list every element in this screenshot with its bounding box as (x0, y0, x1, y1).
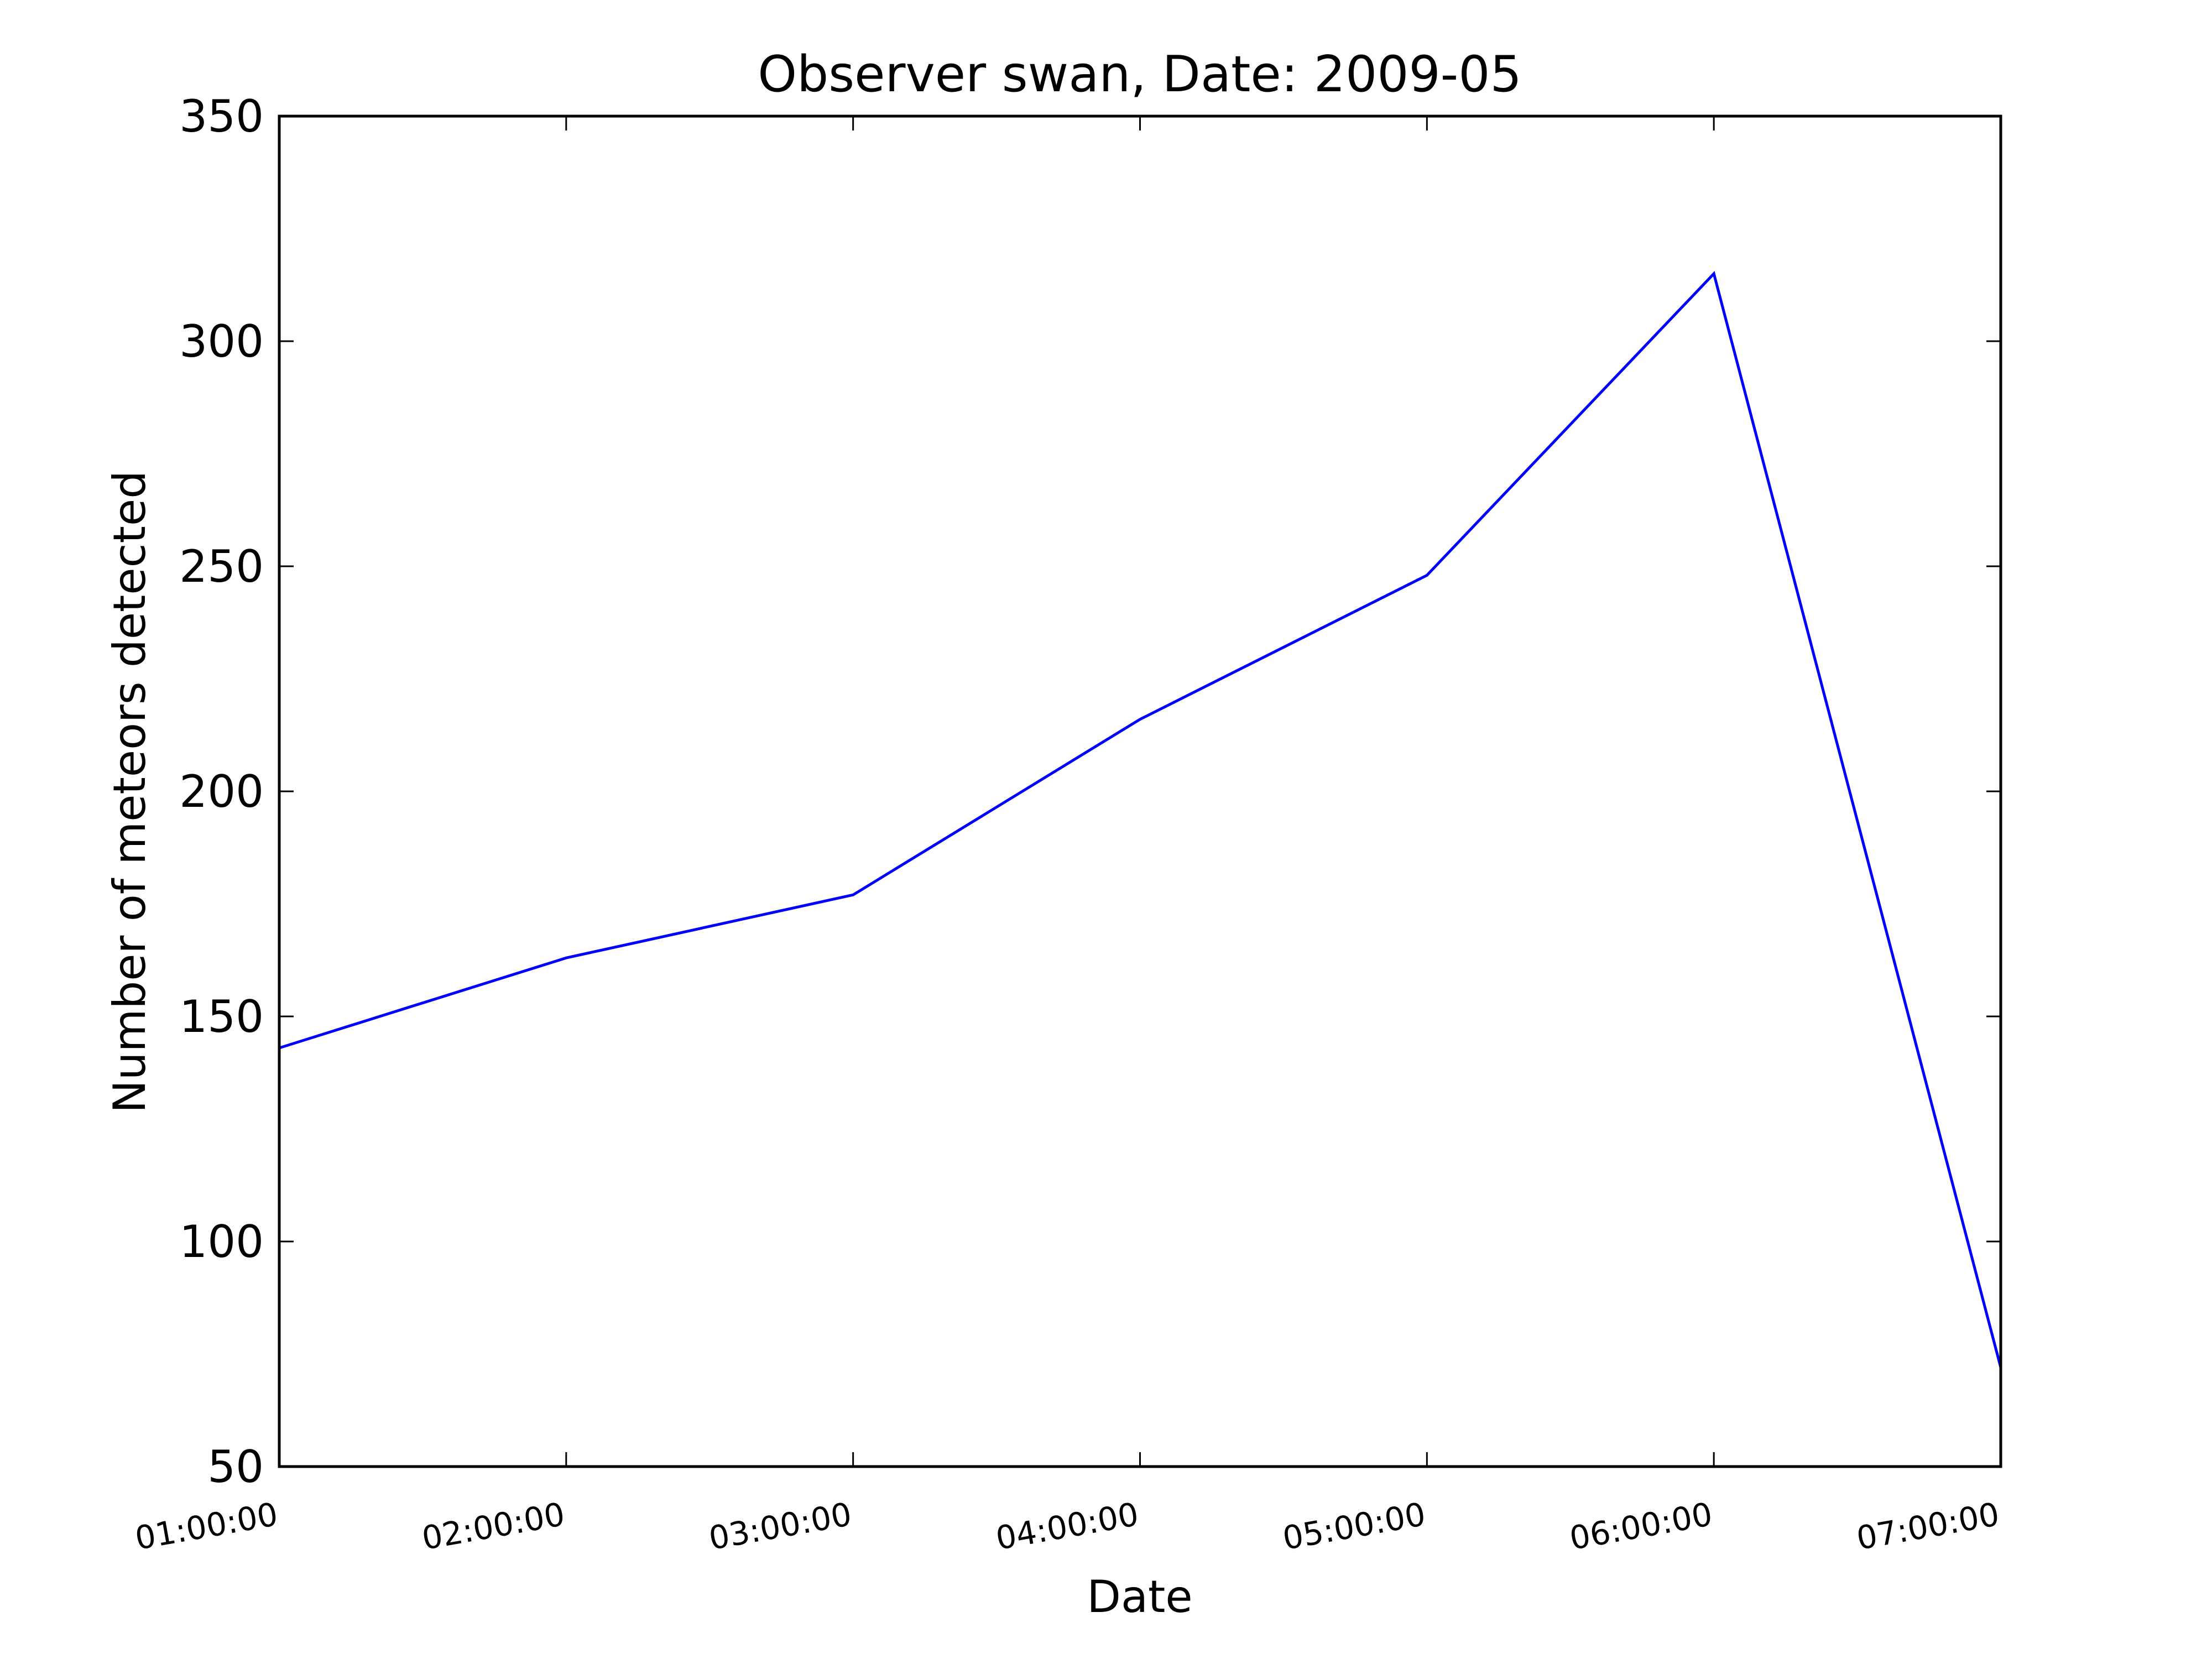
chart-title: Observer swan, Date: 2009-05 (758, 45, 1521, 103)
y-tick-label: 350 (179, 91, 264, 142)
y-tick-label: 250 (179, 541, 264, 592)
x-axis-label: Date (1087, 1571, 1192, 1623)
y-tick-label: 150 (179, 991, 264, 1042)
y-tick-label: 300 (179, 316, 264, 367)
y-tick-label: 200 (179, 766, 264, 817)
y-tick-label: 50 (207, 1441, 264, 1493)
y-axis-label: Number of meteors detected (104, 471, 155, 1113)
y-tick-label: 100 (179, 1216, 264, 1267)
series-line-1 (279, 270, 2002, 1368)
